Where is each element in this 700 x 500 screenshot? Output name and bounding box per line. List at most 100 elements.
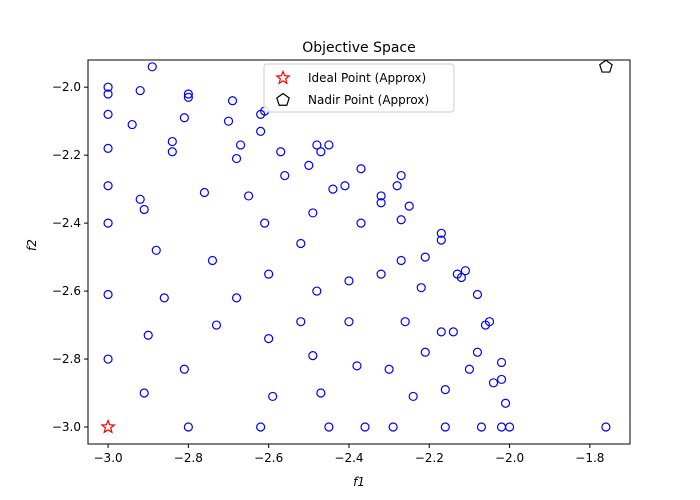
solution-point — [256, 126, 266, 136]
solution-point — [400, 317, 410, 327]
solution-point — [179, 364, 189, 374]
solution-point — [260, 218, 270, 228]
solution-point — [476, 422, 487, 432]
chart-title: Objective Space — [302, 40, 416, 56]
solution-point — [227, 96, 238, 106]
solution-point — [147, 62, 157, 72]
solution-point — [103, 218, 113, 228]
solution-point — [103, 289, 113, 300]
solution-point — [360, 422, 370, 432]
y-tick-label: −2.6 — [52, 284, 81, 298]
y-tick-label: −2.4 — [52, 216, 81, 230]
legend-ideal-marker — [275, 69, 291, 85]
solution-point — [420, 252, 430, 262]
solution-point — [308, 351, 318, 361]
legend-ideal-label: Ideal Point (Approx) — [308, 71, 426, 85]
solution-point — [243, 191, 254, 201]
solution-point — [504, 422, 515, 432]
solution-point — [436, 235, 446, 245]
solution-point — [167, 136, 177, 147]
solution-point — [159, 293, 169, 303]
solution-point — [456, 272, 466, 283]
solution-point — [231, 153, 242, 164]
scatter-points — [103, 62, 611, 432]
solution-point — [340, 181, 350, 191]
x-tick-label: −2.2 — [415, 451, 444, 465]
x-tick-label: −2.8 — [174, 451, 203, 465]
solution-point — [296, 238, 306, 249]
y-tick-label: −3.0 — [52, 420, 81, 434]
legend: Ideal Point (Approx) Nadir Point (Approx… — [263, 63, 455, 113]
solution-point — [103, 181, 113, 191]
solution-point — [344, 317, 354, 327]
x-tick-label: −1.8 — [575, 451, 604, 465]
y-axis-ticks: −3.0 −2.8 −2.6 −2.4 −2.2 −2.0 — [52, 80, 88, 434]
solution-point — [211, 320, 222, 330]
y-axis-label: f2 — [25, 239, 39, 251]
solution-point — [183, 89, 193, 99]
solution-point — [103, 89, 113, 99]
solution-point — [352, 361, 362, 371]
solution-point — [324, 422, 334, 432]
plot-frame — [87, 59, 631, 445]
legend-nadir-marker — [276, 92, 290, 106]
x-axis-label: f1 — [353, 475, 365, 489]
solution-point — [312, 140, 322, 150]
solution-point — [151, 245, 161, 255]
solution-point — [268, 391, 278, 402]
y-tick-label: −2.8 — [52, 352, 81, 366]
solution-point — [396, 170, 406, 181]
solution-point — [316, 147, 326, 157]
solution-point — [135, 85, 145, 96]
solution-point — [376, 191, 386, 201]
x-axis-ticks: −3.0 −2.8 −2.6 −2.4 −2.2 −2.0 −1.8 — [94, 444, 604, 465]
solution-point — [231, 293, 242, 303]
solution-point — [420, 347, 430, 357]
solution-point — [183, 422, 193, 432]
x-tick-label: −2.6 — [254, 451, 283, 465]
solution-point — [280, 170, 290, 181]
solution-point — [103, 82, 113, 92]
x-tick-label: −2.0 — [495, 451, 524, 465]
solution-point — [440, 422, 450, 432]
x-tick-label: −3.0 — [94, 451, 123, 465]
ideal-point-marker — [100, 418, 116, 434]
solution-point — [139, 204, 149, 215]
solution-point — [488, 378, 499, 388]
solution-point — [179, 113, 189, 123]
solution-point — [416, 283, 426, 293]
solution-point — [472, 289, 483, 300]
solution-point — [496, 357, 507, 368]
solution-point — [376, 198, 386, 208]
solution-point — [264, 269, 274, 279]
solution-point — [376, 269, 386, 279]
solution-point — [408, 391, 418, 402]
solution-point — [484, 317, 495, 327]
nadir-point-marker — [599, 59, 613, 73]
solution-point — [396, 215, 406, 225]
solution-point — [396, 255, 406, 266]
solution-point — [601, 422, 611, 432]
y-tick-label: −2.0 — [52, 80, 81, 94]
solution-point — [235, 140, 246, 150]
solution-point — [167, 147, 177, 157]
solution-point — [464, 364, 475, 374]
solution-point — [436, 327, 446, 337]
solution-point — [356, 164, 366, 174]
solution-point — [500, 398, 511, 408]
legend-nadir-label: Nadir Point (Approx) — [308, 93, 429, 107]
solution-point — [328, 184, 338, 194]
solution-point — [264, 334, 274, 344]
solution-point — [440, 385, 450, 395]
y-tick-label: −2.2 — [52, 148, 81, 162]
legend-box — [263, 63, 455, 113]
special-points — [100, 59, 613, 434]
solution-point — [143, 330, 153, 340]
solution-point — [223, 116, 234, 126]
solution-point — [392, 181, 402, 191]
solution-point — [312, 286, 322, 296]
solution-point — [183, 92, 193, 102]
x-tick-label: −2.4 — [334, 451, 363, 465]
legend-star-icon — [275, 69, 291, 85]
